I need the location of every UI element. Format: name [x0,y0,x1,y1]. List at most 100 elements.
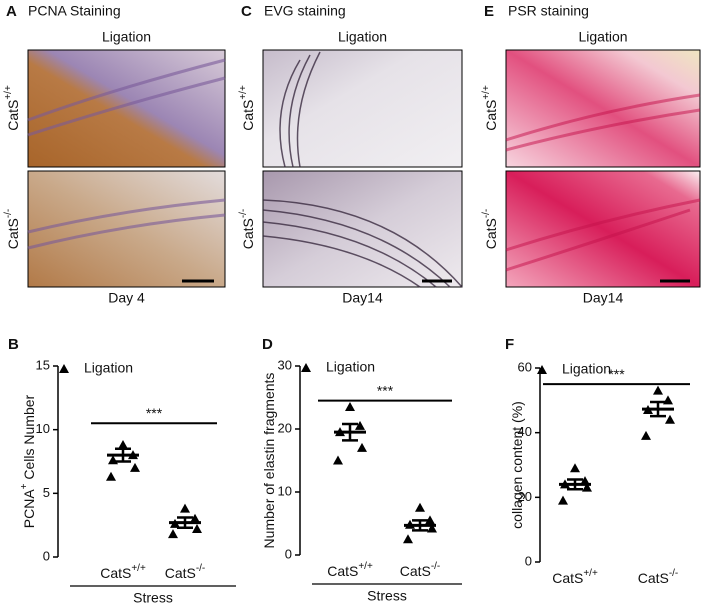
text-part: CatS [400,563,431,579]
data-point [582,482,592,492]
y-tick-label: 40 [518,424,532,439]
condition-label: Ligation [578,29,627,45]
text-part: CatS [638,570,669,586]
y-axis-label: PCNA+ Cells Number [19,394,37,528]
genotype-label: CatS+/+ [3,85,21,131]
data-point [357,442,367,452]
data-point [168,529,178,539]
legend-label: Ligation [326,359,375,375]
y-tick-label: 0 [525,553,532,568]
data-point [570,463,580,473]
micrograph [505,49,701,168]
legend-marker [537,365,547,374]
data-point [665,414,675,424]
superscript: -/- [481,209,492,218]
text-part: CatS [240,100,256,131]
data-point [190,513,200,523]
text-part: CatS [5,100,21,131]
data-point [641,430,651,440]
data-point [415,502,425,512]
y-tick-label: 20 [278,420,292,435]
data-point [425,515,435,525]
data-point [355,420,365,430]
y-tick-label: 10 [278,483,292,498]
micrograph [262,49,463,168]
panel-letter: B [8,336,19,353]
text-part: collagen content (%) [509,401,525,529]
legend-marker [301,363,311,372]
time-label: Day14 [583,290,624,306]
error-bar [342,422,358,442]
time-label: Day14 [342,290,383,306]
error-bar [412,519,428,532]
superscript: +/+ [358,561,373,572]
x-tick-label: CatS-/- [400,561,441,579]
data-point [333,455,343,465]
y-tick-label: 0 [43,548,50,563]
genotype-label: CatS-/- [3,209,21,250]
genotype-label: CatS-/- [481,209,499,250]
panel-letter: F [505,336,514,353]
y-tick-label: 30 [278,357,292,372]
micrograph [262,170,463,288]
data-point [130,462,140,472]
panel-title: EVG staining [264,3,346,19]
time-label: Day 4 [108,290,145,306]
panel-title: PCNA Staining [28,3,121,19]
x-tick-label: CatS+/+ [327,561,373,579]
superscript: +/+ [131,563,146,574]
condition-label: Ligation [338,29,387,45]
superscript: -/- [3,209,14,218]
superscript: +/+ [3,85,14,100]
superscript: -/- [196,563,205,574]
x-axis-label: Stress [367,588,407,604]
superscript: +/+ [238,85,249,100]
text-part: Cells Number [21,394,37,483]
panel-title: PSR staining [508,3,589,19]
text-part: CatS [483,100,499,131]
superscript: -/- [238,209,249,218]
data-point [180,503,190,513]
significance-label: *** [377,382,394,398]
data-point [403,534,413,544]
data-point [106,471,116,481]
y-tick-label: 15 [36,357,50,372]
error-bar [177,516,193,529]
condition-label: Ligation [102,29,151,45]
error-bar [567,478,583,491]
y-axis-label: collagen content (%) [509,401,525,529]
superscript: +/+ [583,568,598,579]
x-tick-label: CatS-/- [165,563,206,581]
legend-label: Ligation [562,361,611,377]
data-point [192,523,202,533]
significance-label: *** [146,405,163,421]
text-part: PCNA [21,489,37,529]
data-point [653,385,663,395]
text-part: CatS [165,565,196,581]
micrograph [505,170,701,288]
error-bar [115,447,131,463]
text-part: CatS [100,565,131,581]
x-tick-label: CatS-/- [638,568,679,586]
superscript: +/+ [481,85,492,100]
superscript: + [19,483,30,489]
genotype-label: CatS+/+ [238,85,256,131]
y-axis-label: Number of elastin fragments [261,373,277,549]
micrographs [27,49,701,288]
x-tick-label: CatS+/+ [100,563,146,581]
data-point [427,523,437,533]
panel-letter: D [262,336,273,353]
data-point [558,495,568,505]
panel-letter: C [241,3,252,20]
genotype-label: CatS-/- [238,209,256,250]
text-part: CatS [327,563,358,579]
y-tick-label: 60 [518,359,532,374]
panel-letter: A [6,3,17,20]
x-tick-label: CatS+/+ [552,568,598,586]
legend-marker [59,364,69,373]
data-point [345,401,355,411]
genotype-label: CatS+/+ [481,85,499,131]
legend-label: Ligation [84,360,133,376]
superscript: -/- [431,561,440,572]
